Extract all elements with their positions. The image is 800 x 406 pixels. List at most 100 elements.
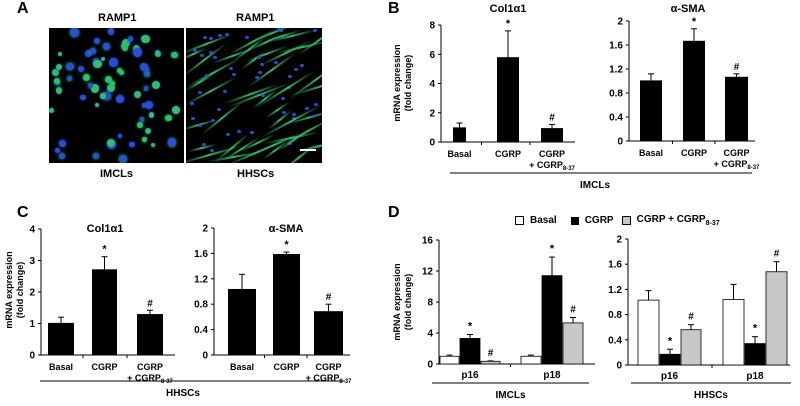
bar [137, 314, 163, 355]
group-label: IMCLs [580, 180, 610, 191]
significance-marker: * [506, 18, 511, 30]
cell-dot [84, 49, 93, 58]
y-tick-label: 12 [422, 267, 434, 278]
cell-dot [100, 56, 106, 62]
chart-title: Col1α1 [87, 223, 124, 235]
y-tick-label: 2 [202, 224, 208, 235]
cell-dot [95, 102, 100, 107]
chart-D-imcls [436, 239, 595, 367]
x-tick-label: CGRP [681, 148, 707, 158]
cell-dot [52, 69, 59, 77]
bar [541, 128, 563, 142]
bar-cgrp [659, 353, 681, 366]
scale-bar [300, 149, 316, 151]
cell-dot [133, 47, 143, 57]
significance-marker: # [570, 305, 576, 316]
y-tick-label: 0 [427, 360, 433, 371]
bar-basal [722, 299, 745, 366]
cell-dot [109, 58, 118, 67]
chart-B-col1a1 [438, 24, 575, 145]
y-tick-label: 0.4 [194, 325, 208, 336]
x-tick-label: Basal [230, 362, 254, 372]
chart-title: Col1α1 [490, 3, 527, 15]
chart-D-hhscs [625, 238, 790, 368]
nucleus [202, 36, 207, 40]
nucleus [294, 67, 299, 71]
significance-marker: # [734, 62, 740, 73]
cell-dot [145, 128, 152, 135]
legend: Basal CGRP CGRP + CGRP8-37 [515, 214, 720, 227]
cell-dot [141, 34, 150, 44]
bar [314, 311, 343, 355]
micro-title-imcls: RAMP1 [98, 12, 137, 24]
y-tick-label: 0.4 [608, 335, 622, 346]
bar [48, 322, 74, 355]
cell-dot [58, 152, 65, 159]
micrograph-hhscs [186, 28, 322, 163]
y-tick-label: 4 [429, 79, 435, 90]
cell-dot [93, 38, 100, 44]
y-tick-label: 0 [202, 351, 208, 362]
cell-dot [67, 76, 72, 81]
group-label: HHSCs [166, 388, 200, 399]
bar-cgrp-cgrp8-37 [680, 329, 702, 366]
nucleus [282, 111, 287, 115]
y-tick-label: 1.2 [194, 274, 208, 285]
cell-dot [100, 93, 106, 99]
cell-dot [167, 138, 177, 147]
cell-dot [151, 80, 161, 90]
nucleus [300, 64, 305, 68]
bar-cgrp-cgrp8-37 [562, 322, 584, 365]
y-tick-label: 2 [616, 235, 622, 246]
x-tick-label: p16 [661, 371, 679, 382]
bar-cgrp [541, 275, 563, 365]
y-axis-label: mRNA expression(fold change) [392, 44, 413, 121]
y-tick-label: 8 [427, 298, 433, 309]
cell-dot [143, 86, 149, 91]
significance-marker: # [688, 312, 694, 323]
cell-dot [117, 134, 122, 139]
svg-text:CGRP: CGRP [723, 148, 749, 158]
nucleus [209, 51, 214, 55]
bar [228, 288, 256, 355]
panel-letter-d: D [388, 204, 400, 221]
significance-marker: # [147, 298, 153, 309]
cell-dot [145, 100, 154, 110]
micro-title-hhscs: RAMP1 [236, 12, 275, 24]
bar [683, 40, 705, 141]
chart-B-asma [626, 20, 755, 144]
cell-dot [149, 112, 155, 118]
x-tick-label: + CGRP8-37 [306, 373, 352, 385]
nucleus [250, 131, 255, 135]
cell-dot [93, 59, 102, 69]
micro-caption-hhscs: HHSCs [237, 168, 275, 180]
legend-swatch-antagonist [621, 216, 631, 225]
panel-letter-c: C [17, 204, 29, 221]
nucleus [277, 28, 282, 32]
cell-dot [139, 117, 145, 123]
cell-dot [118, 154, 128, 163]
cell-dot [57, 51, 63, 57]
cell-dot [150, 142, 156, 148]
x-tick-label: p18 [746, 371, 764, 382]
y-tick-label: 8 [429, 21, 435, 32]
nucleus [237, 129, 242, 133]
significance-marker: # [488, 348, 494, 359]
y-tick-label: 0.8 [194, 300, 208, 311]
nucleus [210, 148, 215, 152]
y-tick-label: 0 [429, 138, 435, 149]
cell-dot [110, 81, 115, 86]
x-tick-label: Basal [447, 149, 471, 159]
legend-label-cgrp: CGRP [584, 215, 614, 226]
significance-marker: * [692, 16, 697, 28]
group-label: IMCLs [496, 390, 526, 401]
cell-dot [70, 28, 79, 37]
nucleus [232, 73, 237, 77]
cell-dot [133, 90, 141, 98]
nucleus [210, 119, 215, 123]
bar [640, 80, 662, 141]
nucleus [260, 94, 265, 98]
nucleus [223, 90, 228, 94]
bar [497, 57, 519, 142]
significance-marker: * [550, 243, 555, 255]
